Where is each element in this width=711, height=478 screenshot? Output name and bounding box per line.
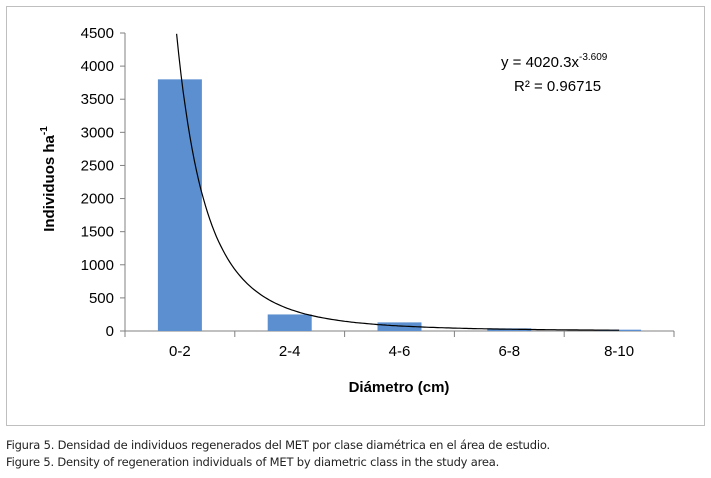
trendline-r2: R² = 0.96715 (514, 78, 601, 95)
y-tick-label: 3000 (81, 124, 114, 141)
y-axis-title: Individuos ha-1 (39, 126, 58, 232)
y-tick-label: 2500 (81, 157, 114, 174)
x-tick-label: 8-10 (604, 343, 634, 360)
x-axis-title: Diámetro (cm) (349, 379, 450, 396)
bar (377, 322, 422, 331)
y-tick-label: 0 (106, 323, 114, 340)
y-tick-label: 1000 (81, 257, 114, 274)
x-axis: 0-2 2-4 4-6 6-8 8-10 (124, 330, 675, 360)
chart-svg: 0 500 1000 1500 2000 2500 3000 3500 4000 4500 0-2… (39, 25, 675, 396)
y-tick-label: 1500 (81, 224, 114, 241)
y-tick-label: 4500 (81, 25, 114, 42)
x-tick-label: 2-4 (279, 343, 301, 360)
bar (157, 79, 202, 331)
chart-frame: 0 500 1000 1500 2000 2500 3000 3500 4000 4500 0-2… (6, 6, 705, 426)
y-tick-label: 500 (89, 290, 114, 307)
figure-caption-english: Figure 5. Density of regeneration indivi… (6, 455, 500, 469)
y-axis: 0 500 1000 1500 2000 2500 3000 3500 4000 4500 (81, 25, 126, 340)
x-tick-label: 6-8 (498, 343, 520, 360)
y-tick-label: 3500 (81, 91, 114, 108)
x-tick-label: 4-6 (389, 343, 411, 360)
y-tick-label: 2000 (81, 191, 114, 208)
trendline-equation: y = 4020.3x-3.609 (501, 52, 608, 71)
bar (267, 314, 312, 331)
y-tick-label: 4000 (81, 58, 114, 75)
figure-caption-spanish: Figura 5. Densidad de individuos regener… (6, 438, 550, 452)
bars (157, 79, 642, 331)
x-tick-label: 0-2 (169, 343, 191, 360)
power-trendline (176, 33, 620, 331)
